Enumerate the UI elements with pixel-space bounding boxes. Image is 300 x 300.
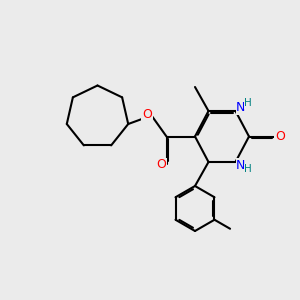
Text: O: O xyxy=(142,107,152,121)
Text: O: O xyxy=(275,130,285,143)
Text: N: N xyxy=(236,159,246,172)
Text: O: O xyxy=(156,158,166,172)
Text: H: H xyxy=(244,98,252,109)
Text: N: N xyxy=(236,101,246,114)
Text: H: H xyxy=(244,164,252,175)
